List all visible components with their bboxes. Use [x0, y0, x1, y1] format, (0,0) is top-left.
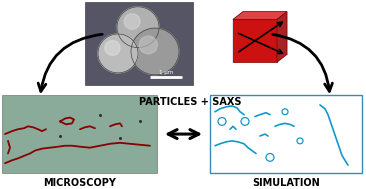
Circle shape [98, 34, 138, 73]
Text: PARTICLES + SAXS: PARTICLES + SAXS [139, 97, 241, 107]
Polygon shape [233, 12, 287, 19]
Circle shape [139, 36, 157, 54]
Text: SIMULATION: SIMULATION [252, 178, 320, 188]
Text: MICROSCOPY: MICROSCOPY [43, 178, 116, 188]
Bar [2, 95, 157, 173]
Circle shape [117, 7, 159, 48]
Text: 1 μm: 1 μm [159, 70, 173, 75]
Circle shape [131, 28, 179, 75]
Circle shape [105, 41, 120, 55]
Polygon shape [277, 12, 287, 62]
Bar [85, 2, 193, 84]
Circle shape [124, 14, 140, 29]
Polygon shape [233, 19, 277, 62]
Bar [210, 95, 362, 173]
